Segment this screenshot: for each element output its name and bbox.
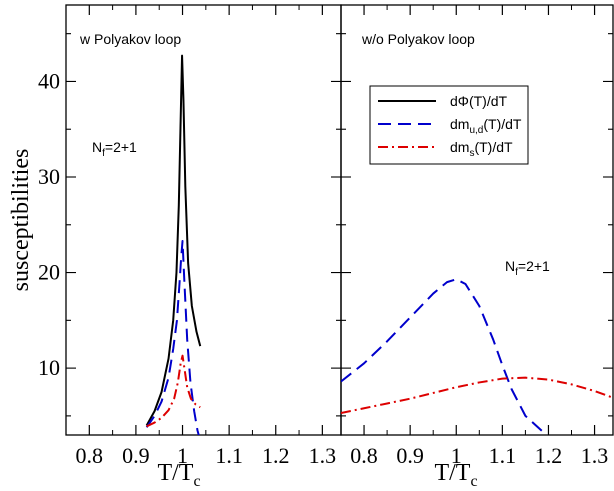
axis-ticks: 0.8 0.9 1 1.1 1.2 1.3 10 20 30 40 0.8 0.9 1 1.1 1.2 1.3 — [38, 5, 613, 468]
series-line-dm_s-panel-1 — [146, 354, 201, 428]
series-line-dm_s-panel-2 — [341, 376, 613, 414]
x-axis-title-right: T/Tc — [434, 460, 477, 490]
x-tick-label: 0.8 — [76, 443, 104, 468]
right-panel-title: w/o Polyakov loop — [361, 31, 475, 47]
y-tick-label: 10 — [38, 355, 60, 380]
x-tick-label: 1.2 — [262, 443, 290, 468]
y-tick-label: 20 — [38, 260, 60, 285]
left-panel-frame — [65, 4, 342, 436]
right-panel-frame — [340, 4, 614, 436]
x-tick-label: 1.1 — [215, 443, 243, 468]
x-tick-label: 1.3 — [581, 443, 609, 468]
x-tick-label: 1.2 — [535, 443, 563, 468]
series-line-dPhi-panel-1 — [145, 54, 202, 426]
x-axis-title-left: T/Tc — [157, 460, 200, 490]
left-panel-title: w Polyakov loop — [79, 31, 181, 47]
x-tick-label: 0.9 — [396, 443, 424, 468]
x-tick-label: 1 — [177, 443, 188, 468]
legend-label-dm-s: dms(T)/dT — [450, 139, 513, 159]
legend: dΦ(T)/dT dmu,d(T)/dT dms(T)/dT — [369, 85, 529, 165]
series-line-dm_ud-panel-2 — [341, 278, 548, 435]
y-tick-label: 40 — [38, 68, 60, 93]
legend-label-dphi: dΦ(T)/dT — [450, 93, 508, 109]
x-tick-label: 1.3 — [309, 443, 337, 468]
x-tick-label: 0.9 — [122, 443, 150, 468]
legend-box — [369, 85, 529, 165]
series-layer — [145, 54, 613, 435]
right-nf-label: Nf=2+1 — [505, 258, 550, 278]
y-axis-title: susceptibilities — [8, 149, 34, 292]
x-tick-label: 1.1 — [489, 443, 517, 468]
left-nf-label: Nf=2+1 — [92, 139, 137, 159]
y-tick-label: 30 — [38, 164, 60, 189]
x-tick-label: 1 — [451, 443, 462, 468]
x-tick-label: 0.8 — [350, 443, 378, 468]
legend-label-dm-ud: dmu,d(T)/dT — [450, 116, 522, 136]
